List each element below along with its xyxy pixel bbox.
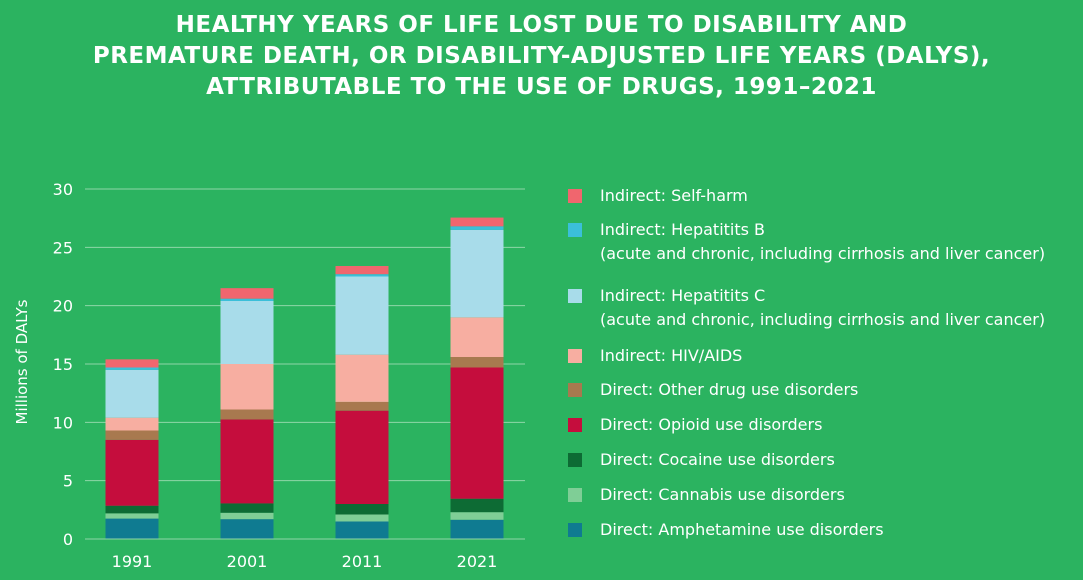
bar-segment	[450, 519, 504, 539]
legend-label-line: Indirect: Self-harm	[600, 186, 748, 205]
bar-segment	[450, 498, 504, 513]
bar-segment	[105, 513, 159, 519]
bar-segment	[105, 369, 159, 418]
bar-segment	[220, 364, 274, 410]
y-axis-title: Millions of DALYs	[13, 299, 31, 425]
legend-swatch	[568, 189, 582, 203]
bar-segment	[220, 288, 274, 299]
bar-segment	[450, 229, 504, 318]
bar-segment	[105, 518, 159, 539]
bar-segment	[335, 274, 389, 277]
legend-swatch	[568, 523, 582, 537]
legend-label: Indirect: Hepatitits C (acute and chronic…	[600, 284, 1045, 332]
x-tick-label: 2001	[227, 552, 268, 571]
bar-segment	[335, 266, 389, 275]
legend-label: Direct: Cannabis use disorders	[600, 483, 845, 507]
bar-segment	[335, 354, 389, 402]
x-tick-label: 2011	[342, 552, 383, 571]
bar-segment	[220, 298, 274, 301]
y-tick-label: 30	[53, 180, 73, 199]
bar-segment	[220, 512, 274, 520]
bar-segment	[105, 430, 159, 440]
legend-label: Direct: Amphetamine use disorders	[600, 518, 884, 542]
bar-segment	[335, 514, 389, 522]
y-tick-label: 15	[53, 355, 73, 374]
bar-segment	[335, 521, 389, 539]
legend-label: Indirect: Hepatitits B (acute and chronic…	[600, 218, 1045, 266]
legend-swatch	[568, 349, 582, 363]
bar-segment	[105, 439, 159, 506]
legend-swatch	[568, 289, 582, 303]
bar-segment	[335, 276, 389, 355]
chart-title-line-2: PREMATURE DEATH, OR DISABILITY-ADJUSTED …	[92, 43, 991, 69]
legend-label-line: Direct: Cannabis use disorders	[600, 485, 845, 504]
bar-segment	[450, 226, 504, 230]
bar-segment	[450, 317, 504, 357]
legend-label-line: Direct: Amphetamine use disorders	[600, 520, 884, 539]
legend-label: Direct: Opioid use disorders	[600, 413, 822, 437]
legend-label: Indirect: HIV/AIDS	[600, 344, 742, 368]
bar-segment	[220, 301, 274, 364]
legend-label-line: Indirect: Hepatitits C	[600, 286, 766, 305]
x-tick-label: 2021	[457, 552, 498, 571]
legend-swatch	[568, 453, 582, 467]
x-tick-label: 1991	[112, 552, 153, 571]
y-tick-label: 10	[53, 413, 73, 432]
legend-swatch	[568, 488, 582, 502]
y-tick-label: 20	[53, 297, 73, 316]
legend-label-line: Direct: Opioid use disorders	[600, 415, 823, 434]
bar-segment	[105, 505, 159, 514]
legend-label-subline: (acute and chronic, including cirrhosis …	[600, 310, 1046, 329]
legend-label-line: Direct: Other drug use disorders	[600, 380, 859, 399]
bar-segment	[335, 401, 389, 411]
bar-segment	[220, 419, 274, 504]
bar-segment	[220, 503, 274, 513]
bar-segment	[450, 367, 504, 499]
chart-title-line-3: ATTRIBUTABLE TO THE USE OF DRUGS, 1991–2…	[206, 74, 877, 100]
bar-segment	[450, 357, 504, 368]
bar-segment	[450, 512, 504, 520]
legend-swatch	[568, 383, 582, 397]
y-tick-label: 5	[63, 472, 73, 491]
legend-label-line: Direct: Cocaine use disorders	[600, 450, 835, 469]
legend-label-line: Indirect: Hepatitits B	[600, 220, 766, 239]
bar-segment	[220, 409, 274, 420]
bar-segment	[335, 410, 389, 504]
legend-swatch	[568, 418, 582, 432]
bar-segment	[105, 367, 159, 370]
chart-title-line-1: HEALTHY YEARS OF LIFE LOST DUE TO DISABI…	[175, 12, 908, 38]
legend-label: Direct: Cocaine use disorders	[600, 448, 835, 472]
bar-segment	[450, 217, 504, 227]
legend-label-line: Indirect: HIV/AIDS	[600, 346, 743, 365]
legend-label-subline: (acute and chronic, including cirrhosis …	[600, 244, 1046, 263]
legend-label: Direct: Other drug use disorders	[600, 378, 858, 402]
bar-segment	[220, 519, 274, 539]
y-tick-label: 25	[53, 238, 73, 257]
bar-segment	[335, 504, 389, 515]
bar-segment	[105, 417, 159, 431]
bar-segment	[105, 359, 159, 368]
chart-title: HEALTHY YEARS OF LIFE LOST DUE TO DISABI…	[0, 10, 1083, 103]
legend-label: Indirect: Self-harm	[600, 184, 748, 208]
y-tick-label: 0	[63, 530, 73, 549]
legend-swatch	[568, 223, 582, 237]
